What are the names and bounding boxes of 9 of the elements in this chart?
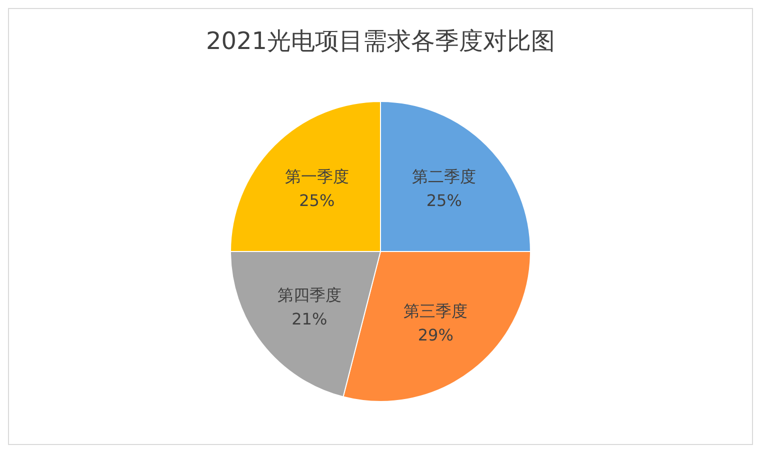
slice-label: 第一季度 <box>284 166 349 186</box>
data-label: 25% <box>426 190 462 210</box>
slice-label: 第二季度 <box>412 166 476 186</box>
data-label: 29% <box>418 326 454 345</box>
data-label: 21% <box>292 310 328 329</box>
chart-title: 2021光电项目需求各季度对比图 <box>204 26 556 57</box>
slice-label: 第三季度 <box>404 302 468 321</box>
slice-label: 第四季度 <box>277 286 342 305</box>
data-label: 25% <box>299 190 335 210</box>
